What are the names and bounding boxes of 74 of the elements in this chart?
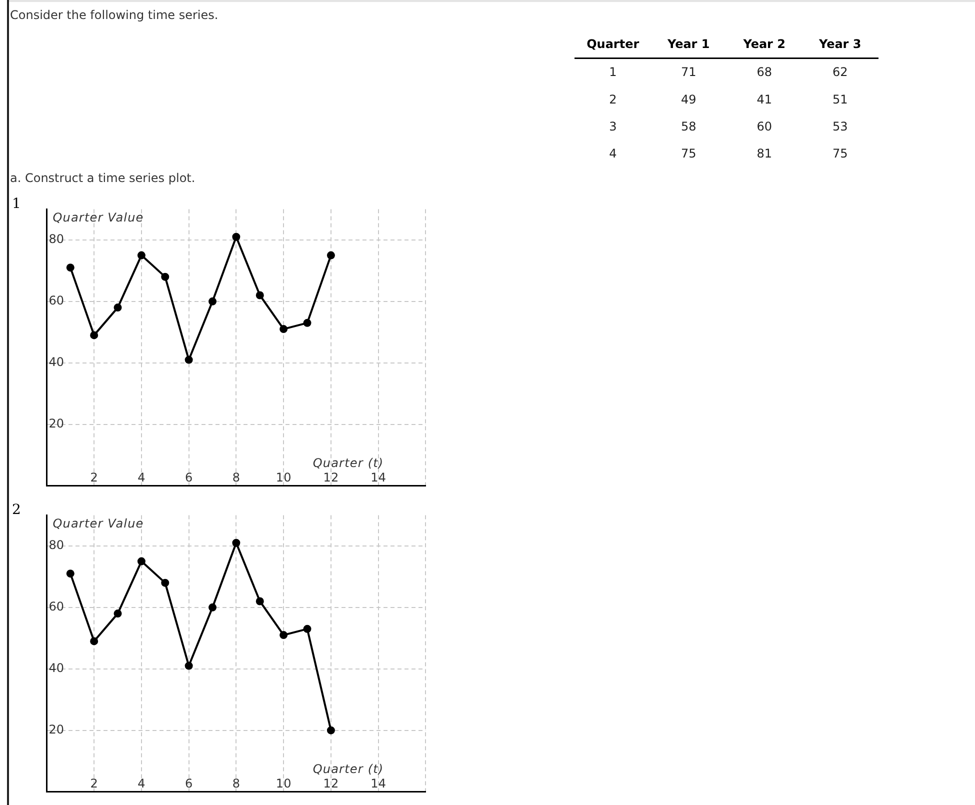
point — [161, 272, 170, 281]
point — [256, 597, 264, 606]
x-tick-label: 6 — [185, 470, 193, 485]
data-label: 58 — [680, 119, 696, 134]
point — [161, 578, 170, 587]
y-tick-label: 2 — [609, 92, 617, 106]
point — [114, 610, 122, 618]
y-tick-label: 20 — [48, 722, 64, 736]
data-label: 75 — [832, 146, 848, 161]
x-axis-title: Quarter (t) — [312, 456, 384, 470]
text: 1 — [12, 196, 21, 212]
x-tick-label: 4 — [138, 776, 146, 791]
x-tick-label: Year 1 — [666, 36, 710, 51]
x-tick-label: 8 — [232, 776, 240, 791]
x-tick-label: 6 — [185, 776, 193, 791]
text: 2 — [12, 502, 21, 518]
point — [66, 264, 74, 272]
point — [256, 291, 264, 300]
y-tick-label: 80 — [48, 232, 64, 246]
point — [137, 251, 146, 260]
point — [303, 624, 312, 633]
point — [232, 538, 240, 547]
data-label: 53 — [832, 119, 848, 134]
point — [326, 251, 335, 260]
x-tick-label: 2 — [90, 470, 98, 485]
point — [90, 637, 98, 646]
y-tick-label: 4 — [609, 146, 617, 161]
point — [280, 325, 288, 334]
point — [303, 318, 312, 327]
x-tick-label: Year 3 — [818, 36, 862, 51]
point — [208, 297, 217, 306]
point — [184, 356, 193, 364]
point — [90, 331, 98, 340]
data-label: 60 — [756, 119, 772, 134]
point — [114, 304, 122, 312]
data-label: 41 — [756, 92, 772, 106]
y-tick-label: 80 — [48, 538, 64, 552]
chart-subtitle: a. Construct a time series plot. — [10, 171, 196, 185]
data-label: 71 — [680, 65, 696, 80]
y-tick-label: 40 — [48, 660, 64, 675]
data-label: 62 — [832, 65, 848, 80]
y-tick-label: 1 — [609, 65, 617, 80]
y-tick-label: 60 — [48, 600, 64, 614]
data-label: 51 — [832, 92, 848, 106]
x-tick-label: 10 — [276, 776, 292, 791]
y-tick-label: 3 — [609, 119, 617, 134]
x-tick-label: 4 — [138, 470, 146, 485]
y-tick-label: 20 — [48, 416, 64, 430]
x-tick-label: 2 — [90, 776, 98, 791]
data-label: 68 — [756, 65, 772, 80]
x-tick-label: 12 — [323, 776, 339, 791]
point — [66, 570, 74, 578]
data-label: 81 — [756, 146, 772, 161]
data-label: 75 — [680, 146, 696, 161]
x-tick-label: 10 — [276, 470, 292, 485]
point — [326, 726, 335, 734]
x-tick-label: 14 — [370, 776, 386, 791]
y-tick-label: 60 — [48, 294, 64, 308]
x-tick-label: Year 2 — [742, 36, 786, 51]
point — [208, 603, 217, 612]
y-axis-title: Quarter — [586, 37, 640, 52]
x-tick-label: 8 — [232, 470, 240, 485]
y-axis-title: Quarter Value — [52, 210, 144, 224]
chart-title: Consider the following time series. — [10, 8, 218, 22]
y-axis-title: Quarter Value — [52, 516, 144, 530]
point — [232, 232, 240, 241]
x-axis-title: Quarter (t) — [312, 762, 384, 776]
point — [280, 631, 288, 640]
y-tick-label: 40 — [48, 354, 64, 369]
point — [184, 662, 193, 670]
point — [137, 557, 146, 566]
x-tick-label: 14 — [370, 470, 386, 485]
data-label: 49 — [680, 92, 696, 106]
x-tick-label: 12 — [323, 470, 339, 485]
